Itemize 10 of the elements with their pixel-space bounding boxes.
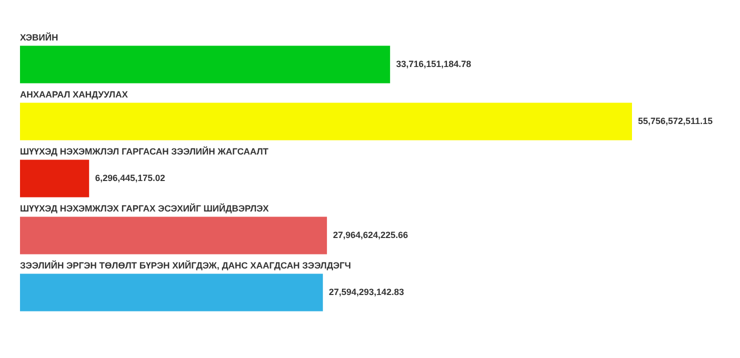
data-label: 6,296,445,175.02	[95, 172, 166, 183]
data-label: 27,594,293,142.83	[328, 286, 404, 297]
y-tick-label: ШҮҮХЭД НЭХЭМЖЛЭХ ГАРГАХ ЭСЭХИЙГ ШИЙДВЭРЛЭХ	[20, 202, 269, 214]
y-tick-label: ЗЭЭЛИЙН ЭРГЭН ТӨЛӨЛТ БҮРЭН ХИЙГДЭЖ, ДАНС ХААГДСАН ЗЭЭЛДЭГЧ	[20, 260, 351, 271]
y-tick-label: ШҮҮХЭД НЭХЭМЖЛЭЛ ГАРГАСАН ЗЭЭЛИЙН ЖАГСААЛТ	[20, 146, 269, 157]
data-label: 55,756,572,511.15	[638, 116, 713, 126]
y-tick-label: ХЭВИЙН	[20, 32, 58, 43]
data-label: 27,964,624,225.66	[332, 230, 408, 240]
data-label: 33,716,151,184.78	[396, 58, 472, 69]
y-tick-label: АНХААРАЛ ХАНДУУЛАХ	[20, 90, 128, 100]
